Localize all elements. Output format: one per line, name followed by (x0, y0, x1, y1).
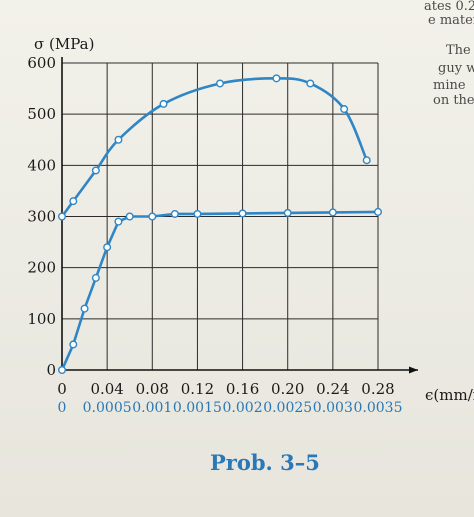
data-point (114, 135, 123, 144)
y-tick-label: 300 (27, 208, 56, 226)
y-axis-label: σ (MPa) (34, 35, 94, 53)
bg-text-5: mine (433, 78, 466, 93)
data-point (103, 243, 112, 252)
bg-text-4: guy w (438, 61, 474, 76)
data-point (91, 166, 100, 175)
x-tick-label-bottom: 0.0005 (83, 400, 132, 416)
y-tick-label: 600 (27, 54, 56, 72)
bg-text-2: e mater (428, 13, 474, 28)
data-point (125, 212, 134, 221)
bg-text-3: The (446, 43, 471, 58)
data-point (58, 366, 67, 375)
x-tick-label-top: 0.28 (361, 380, 394, 398)
y-tick-label: 100 (27, 310, 56, 328)
series-line (60, 210, 379, 371)
y-tick-labels: 0 100 200 300 400 500 600 (27, 54, 56, 379)
y-tick-label: 500 (27, 105, 56, 123)
data-point (170, 209, 179, 218)
chart-series (58, 74, 383, 375)
x-tick-label-bottom: 0.0035 (354, 400, 403, 416)
x-tick-label-bottom: 0 (58, 400, 67, 416)
x-tick-label-bottom: 0.0015 (173, 400, 222, 416)
y-tick-label: 0 (46, 361, 56, 379)
x-tick-label-bottom: 0.0025 (263, 400, 312, 416)
x-tick-label-top: 0 (57, 380, 67, 398)
x-axis-arrowhead (409, 366, 418, 374)
data-point (159, 99, 168, 108)
data-point (69, 340, 78, 349)
bg-text-6: on the (433, 93, 474, 108)
x-tick-labels-top: 0 0.04 0.08 0.12 0.16 0.20 0.24 0.28 (57, 380, 394, 398)
y-tick-label: 400 (27, 156, 56, 174)
data-point (272, 74, 281, 83)
data-point (306, 79, 315, 88)
x-tick-label-top: 0.16 (226, 380, 259, 398)
data-point (362, 156, 371, 165)
series-line (60, 77, 368, 218)
data-point (80, 304, 89, 313)
data-point (215, 79, 224, 88)
data-point (114, 217, 123, 226)
x-tick-label-top: 0.12 (181, 380, 214, 398)
data-point (238, 209, 247, 218)
data-point (148, 212, 157, 221)
data-point (58, 212, 67, 221)
x-tick-label-top: 0.20 (271, 380, 304, 398)
x-tick-label-bottom: 0.002 (223, 400, 263, 416)
chart-grid (61, 62, 379, 371)
data-point (69, 197, 78, 206)
background-text: ates 0.2 e mater The guy w mine on the (424, 0, 474, 108)
x-axis-label: ϵ(mm/mm) (425, 386, 474, 404)
x-tick-label-top: 0.08 (136, 380, 169, 398)
data-point (193, 209, 202, 218)
y-tick-label: 200 (27, 259, 56, 277)
data-point (374, 207, 383, 216)
x-tick-label-top: 0.04 (90, 380, 123, 398)
x-tick-label-bottom: 0.003 (313, 400, 353, 416)
data-point (91, 273, 100, 282)
data-point (328, 208, 337, 217)
figure-caption: Prob. 3–5 (210, 450, 320, 475)
x-tick-label-top: 0.24 (316, 380, 349, 398)
bg-text-1: ates 0.2 (424, 0, 474, 14)
x-tick-labels-bottom: 0 0.0005 0.001 0.0015 0.002 0.0025 0.003 0.0035 (58, 400, 403, 416)
data-point (340, 105, 349, 114)
data-point (283, 208, 292, 217)
x-tick-label-bottom: 0.001 (132, 400, 172, 416)
